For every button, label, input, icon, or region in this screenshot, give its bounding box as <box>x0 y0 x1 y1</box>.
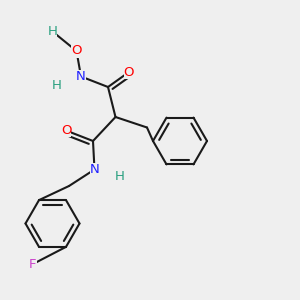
Text: H: H <box>52 79 62 92</box>
Text: O: O <box>61 124 71 137</box>
Text: N: N <box>76 70 86 83</box>
Text: N: N <box>90 163 99 176</box>
Text: H: H <box>48 25 57 38</box>
Text: O: O <box>71 44 82 58</box>
Text: F: F <box>29 257 37 271</box>
Text: O: O <box>124 65 134 79</box>
Text: H: H <box>115 170 125 184</box>
